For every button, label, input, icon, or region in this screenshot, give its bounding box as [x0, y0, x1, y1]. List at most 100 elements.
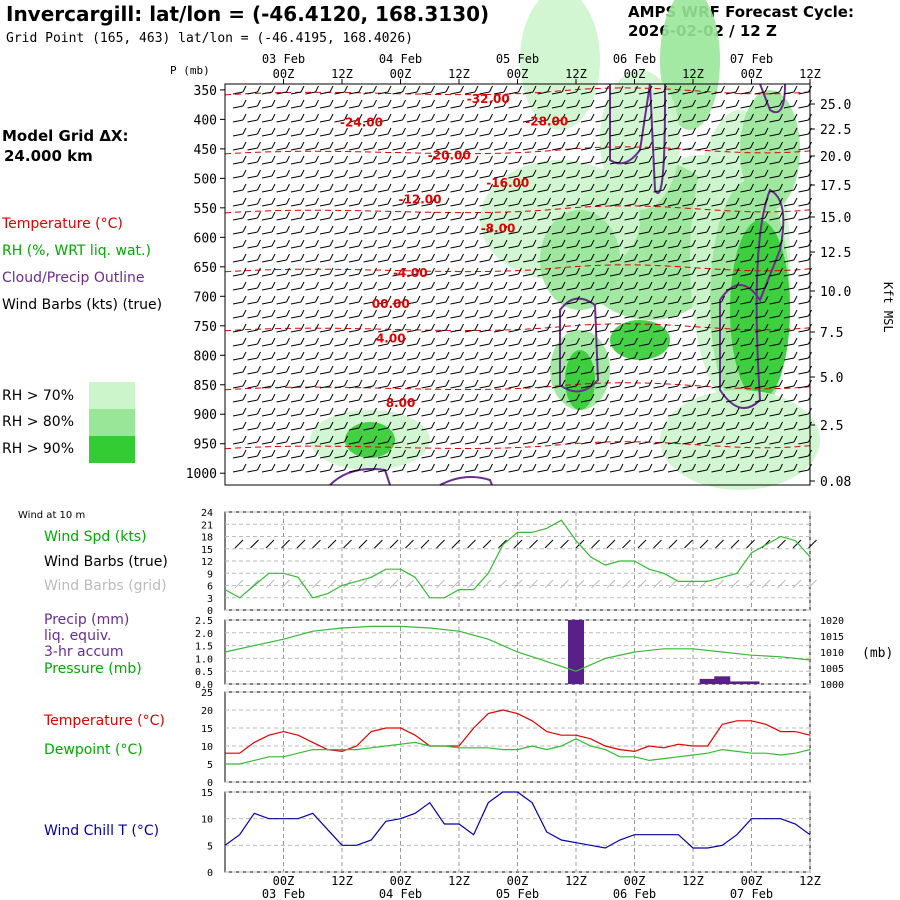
wind-barb-flag [561, 169, 566, 177]
wind-barb-flag [387, 337, 392, 345]
wind-barb-flag [561, 463, 566, 471]
kft-tick-label: 2.5 [820, 419, 843, 434]
legend-rh80-label: RH > 80% [2, 414, 75, 430]
wind-barb [290, 105, 302, 109]
wind-barb [450, 469, 461, 473]
wind-barb-flag [793, 309, 798, 317]
wind-barb [319, 175, 331, 179]
wind-barb [334, 119, 345, 123]
wind-barb [232, 259, 244, 263]
temp-contour-12 [224, 441, 811, 450]
wind-barb [435, 287, 447, 291]
wind-10m-barb [358, 539, 368, 549]
wind-grid-barb [808, 579, 817, 589]
wind-barb-flag [474, 421, 479, 429]
wind-barb-flag [779, 309, 783, 317]
wind-barb [667, 217, 679, 221]
wind-barb-flag [518, 421, 522, 429]
bottom-time-label: 00Z [741, 874, 763, 888]
wind-barb [464, 119, 476, 123]
wind-barb-flag [489, 379, 493, 387]
wind-barb [450, 245, 461, 249]
wind-chill-line [224, 791, 811, 849]
wind-barb [682, 105, 693, 109]
wind-barb-flag [605, 281, 609, 289]
wind-barb [522, 301, 534, 305]
wind-barb [392, 469, 403, 473]
wind-barb [609, 175, 621, 179]
wind-barb-flag [619, 197, 624, 205]
wind-barb-flag [692, 211, 696, 219]
wind-barb-flag [416, 435, 421, 443]
temp-panel-y-label: 25 [201, 688, 213, 699]
wind-barb [522, 329, 534, 333]
wind-barb-flag [648, 113, 653, 121]
wind-barb [334, 287, 345, 291]
wind-barb [464, 105, 476, 109]
wind-barb-flag [634, 393, 638, 401]
wind-barb-flag [387, 239, 392, 247]
wind-barb-flag [474, 155, 479, 163]
wind-barb-flag [286, 197, 290, 205]
wind-barb-flag [590, 379, 595, 387]
wind-barb-flag [590, 323, 595, 331]
wind-barb-flag [402, 365, 406, 373]
wind-barb [479, 301, 490, 305]
wind-barb-flag [402, 239, 406, 247]
wind-barb-flag [750, 225, 754, 233]
wind-barb [783, 469, 795, 473]
wind-barb-flag [721, 197, 725, 205]
wind-barb-flag [358, 141, 363, 149]
wind-barb-flag [648, 351, 653, 359]
wind-barb-flag [561, 393, 566, 401]
wind-grid-barb [451, 579, 461, 589]
wind-barb-flag [576, 323, 580, 331]
wind-barb [711, 245, 722, 249]
wind-barb-flag [547, 323, 551, 331]
wind-barb-flag [416, 365, 421, 373]
wind-barb [261, 441, 273, 445]
temperature-contour-label: 4.00 [376, 331, 406, 345]
wind-barb [508, 91, 519, 95]
wind-barb [624, 161, 635, 165]
wind-barb-flag [489, 435, 493, 443]
wind-barb-flag [474, 169, 479, 177]
wind-barb-flag [286, 449, 290, 457]
wind-barb [682, 469, 693, 473]
wind-barb [247, 399, 258, 403]
wind-barb [537, 441, 548, 445]
wind-barb [421, 315, 432, 319]
wind-barb [653, 371, 664, 375]
wind-barb-flag [561, 267, 566, 275]
wind-barb-flag [561, 85, 566, 93]
wind-barb-flag [489, 365, 493, 373]
temp-panel-y-label: 10 [201, 742, 213, 753]
wind-barb-flag [590, 197, 595, 205]
wind-barb-flag [576, 267, 580, 275]
wind-barb-flag [663, 225, 667, 233]
pressure-y-label: 1005 [820, 664, 844, 675]
wind-barb-flag [793, 155, 798, 163]
wind-barb [363, 91, 374, 95]
wind-barb-flag [271, 463, 276, 471]
wind-barb [566, 371, 577, 375]
wind-barb [798, 413, 809, 417]
wind-barb-flag [416, 183, 421, 191]
bottom-time-label: 12Z [331, 874, 353, 888]
wind-barb [247, 217, 258, 221]
wind-barb-flag [474, 393, 479, 401]
wind-barb [696, 329, 708, 333]
wind-barb [334, 203, 345, 207]
wind-grid-barb [777, 579, 786, 589]
wind-barb [798, 217, 809, 221]
wind-barb [798, 301, 809, 305]
wind-barb-flag [576, 393, 580, 401]
cloud-outline-5 [759, 83, 786, 114]
wind-barb-flag [677, 421, 682, 429]
wind-barb [522, 245, 534, 249]
kft-tick-label: 0.08 [820, 475, 851, 490]
wind-barb [638, 175, 650, 179]
wind-barb-flag [764, 211, 769, 219]
wind-barb-flag [779, 435, 783, 443]
wind-barb [261, 189, 273, 193]
